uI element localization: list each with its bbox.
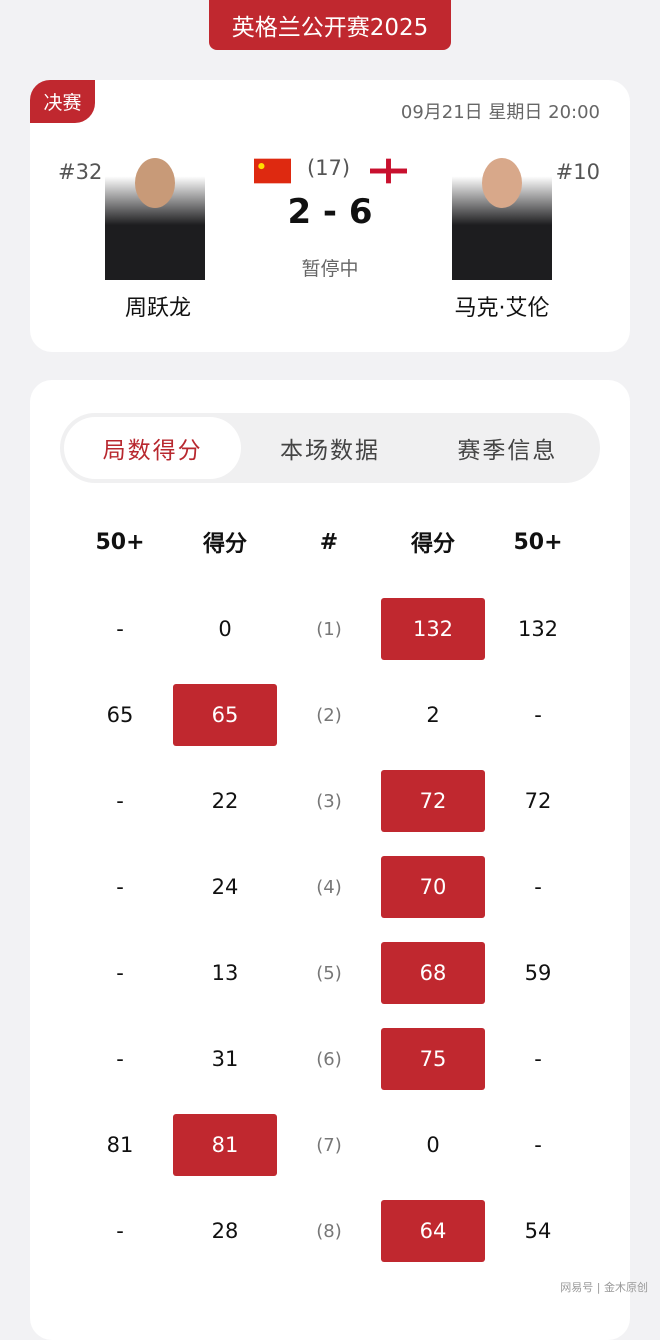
frame-number: (6) <box>316 1048 342 1070</box>
frame-number: (1) <box>316 618 342 640</box>
right-break: 132 <box>517 617 559 641</box>
right-break: - <box>534 1047 542 1071</box>
match-status: 暂停中 <box>301 258 359 280</box>
left-frame-score: 22 <box>211 789 239 813</box>
left-frame-score: 28 <box>211 1219 239 1243</box>
right-frame-score: 64 <box>381 1200 485 1262</box>
right-break: 72 <box>524 789 552 813</box>
left-score-header: 得分 <box>202 532 247 557</box>
left-frame-score: 13 <box>211 961 239 985</box>
left-break: - <box>116 789 124 813</box>
tab-bar: 局数得分 本场数据 赛季信息 <box>60 413 600 483</box>
left-frame-score: 24 <box>211 875 239 899</box>
right-player-name[interactable]: 马克·艾伦 <box>454 296 550 321</box>
frame-number: (7) <box>316 1134 342 1156</box>
right-frame-score: 2 <box>426 703 440 727</box>
left-break: - <box>116 617 124 641</box>
frame-number: (4) <box>316 876 342 898</box>
left-break: 81 <box>106 1133 134 1157</box>
frame-number: (5) <box>316 962 342 984</box>
tab-season-info[interactable]: 赛季信息 <box>457 438 558 464</box>
right-break: 59 <box>524 961 552 985</box>
table-header: 50+ 得分 # 得分 50+ <box>30 511 630 573</box>
stats-card: 局数得分 本场数据 赛季信息 50+ 得分 # 得分 50+ -0 (1) 132 132 65 6… <box>30 380 630 1340</box>
left-break: - <box>116 1219 124 1243</box>
right-50plus-header: 50+ <box>513 529 563 555</box>
china-flag-icon <box>254 158 291 184</box>
right-frame-score: 132 <box>381 598 485 660</box>
left-player-name[interactable]: 周跃龙 <box>124 296 191 321</box>
right-frame-score: 0 <box>426 1133 440 1157</box>
right-break: - <box>534 875 542 899</box>
match-card: 决赛 09月21日 星期日 20:00 #32 #10 周跃龙 马克·艾伦 (1… <box>30 80 630 352</box>
left-frame-score: 81 <box>173 1114 277 1176</box>
right-frame-score: 72 <box>381 770 485 832</box>
table-row: - 31 (6) 75 - <box>30 1028 630 1090</box>
match-score: 2 - 6 <box>287 192 373 232</box>
left-break: - <box>116 875 124 899</box>
left-frame-score: 65 <box>173 684 277 746</box>
right-player-photo[interactable] <box>452 158 552 280</box>
frame-number-header: # <box>319 529 339 555</box>
frame-number: (8) <box>316 1220 342 1242</box>
table-row: 65 65 (2) 2 - <box>30 684 630 746</box>
table-row: - 28 (8) 64 54 <box>30 1200 630 1262</box>
frame-number: (3) <box>316 790 342 812</box>
northern-ireland-flag-icon <box>370 158 407 184</box>
right-frame-score: 75 <box>381 1028 485 1090</box>
left-frame-score: 31 <box>211 1047 239 1071</box>
table-row: - 13 (5) 68 59 <box>30 942 630 1004</box>
best-of-frames: (17) <box>307 156 351 180</box>
left-break: - <box>116 961 124 985</box>
right-frame-score: 68 <box>381 942 485 1004</box>
tab-match-stats[interactable]: 本场数据 <box>279 438 380 464</box>
tournament-title: 英格兰公开赛2025 <box>209 0 451 50</box>
left-50plus-header: 50+ <box>95 529 145 555</box>
right-score-header: 得分 <box>410 532 455 557</box>
table-row: 81 81 (7) 0 - <box>30 1114 630 1176</box>
left-frame-score: 0 <box>218 617 232 641</box>
left-break: - <box>116 1047 124 1071</box>
right-player-rank: #10 <box>555 160 600 184</box>
right-break: 54 <box>524 1219 552 1243</box>
left-break: 65 <box>106 703 134 727</box>
match-datetime: 09月21日 星期日 20:00 <box>400 102 600 123</box>
right-frame-score: 70 <box>381 856 485 918</box>
frame-number: (2) <box>316 704 342 726</box>
left-player-photo[interactable] <box>105 158 205 280</box>
tab-frame-scores[interactable]: 局数得分 <box>64 417 242 479</box>
left-player-rank: #32 <box>58 160 103 184</box>
table-row: - 24 (4) 70 - <box>30 856 630 918</box>
table-row: - 22 (3) 72 72 <box>30 770 630 832</box>
round-badge: 决赛 <box>30 80 95 123</box>
right-break: - <box>534 703 542 727</box>
right-break: - <box>534 1133 542 1157</box>
watermark: 网易号 | 金木原创 <box>560 1281 648 1294</box>
table-row: - 0 (1) 132 132 <box>30 598 630 660</box>
